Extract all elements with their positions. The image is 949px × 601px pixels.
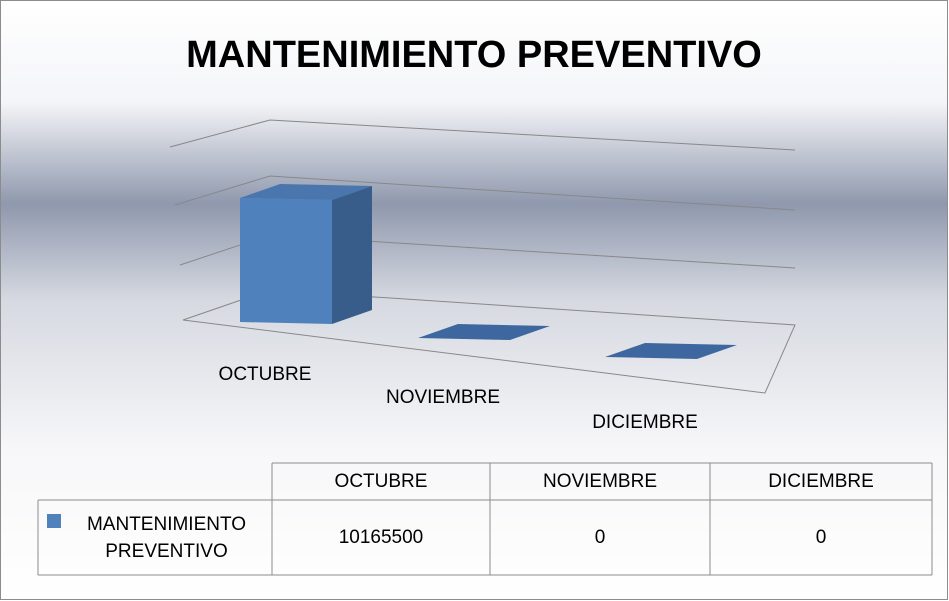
bar-side — [332, 186, 372, 324]
grid-line — [174, 175, 796, 211]
table-header: OCTUBRE — [334, 470, 428, 492]
x-tick-label: DICIEMBRE — [592, 412, 698, 433]
bar-top — [418, 324, 550, 340]
legend-swatch — [47, 514, 61, 528]
x-tick-label: NOVIEMBRE — [386, 387, 500, 408]
bar-top — [605, 343, 737, 359]
grid-line — [169, 119, 796, 151]
table-value: 10165500 — [338, 526, 424, 548]
table-value: 0 — [815, 526, 827, 548]
table-header: NOVIEMBRE — [542, 470, 658, 492]
bar-front — [240, 198, 332, 324]
chart-title: MANTENIMIENTO PREVENTIVO — [186, 34, 762, 76]
x-tick-label: OCTUBRE — [219, 364, 312, 385]
legend-label: MANTENIMIENTO PREVENTIVO — [86, 513, 247, 562]
bar-top — [240, 184, 372, 200]
table-value: 0 — [594, 526, 606, 548]
table-header: DICIEMBRE — [768, 470, 874, 492]
